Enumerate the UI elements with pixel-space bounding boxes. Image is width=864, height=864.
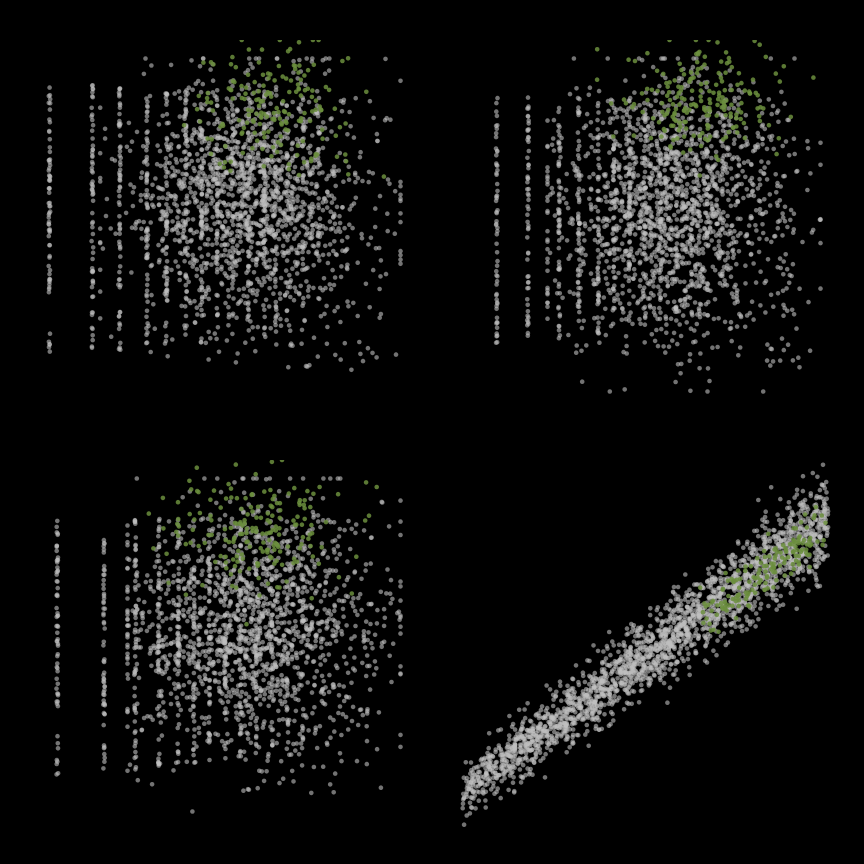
scatter-panel-1 [450,40,840,410]
scatter-grid-figure [0,0,864,864]
scatter-panel-0 [30,40,420,410]
scatter-panel-2 [30,460,420,830]
scatter-panel-3 [450,460,840,830]
